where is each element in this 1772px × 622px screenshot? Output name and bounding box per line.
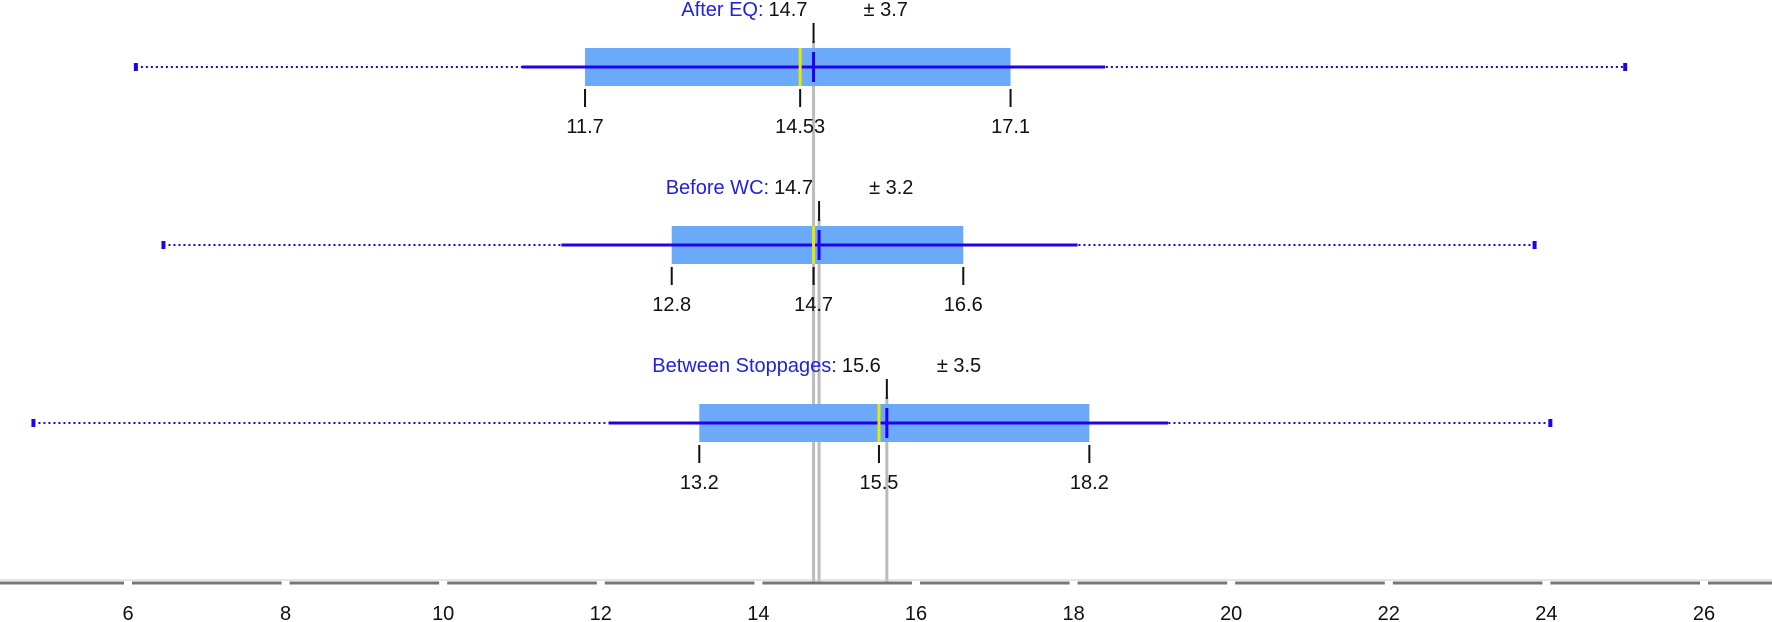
x-tick-mark bbox=[596, 581, 605, 585]
x-tick-mark bbox=[1542, 581, 1551, 585]
x-tick-label: 14 bbox=[747, 603, 769, 622]
min-marker bbox=[161, 241, 166, 249]
q1-label: 11.7 bbox=[566, 116, 603, 138]
q3-label: 16.6 bbox=[944, 294, 983, 316]
q3-label: 17.1 bbox=[991, 116, 1030, 138]
max-marker bbox=[1623, 63, 1628, 71]
mean-value-label: 14.7 bbox=[769, 0, 808, 21]
max-marker bbox=[1532, 241, 1537, 249]
mean-value-label: 14.7 bbox=[774, 177, 813, 199]
x-tick-mark bbox=[281, 581, 290, 585]
x-tick-label: 10 bbox=[432, 603, 454, 622]
x-tick-mark bbox=[1384, 581, 1393, 585]
mean-value-label: 15.6 bbox=[842, 355, 881, 377]
x-tick-label: 22 bbox=[1378, 603, 1400, 622]
median-label: 15.5 bbox=[859, 472, 898, 494]
q3-label: 18.2 bbox=[1070, 472, 1109, 494]
sd-label: ± 3.7 bbox=[864, 0, 908, 21]
box-row-0: 11.7 14.53 17.1 After EQ: 14.7 ± 3.7 bbox=[133, 0, 1628, 138]
series-name-label: Between Stoppages: bbox=[652, 355, 837, 377]
x-tick-label: 6 bbox=[122, 603, 133, 622]
x-tick-label: 24 bbox=[1535, 603, 1557, 622]
max-marker bbox=[1548, 419, 1553, 427]
x-tick-mark bbox=[439, 581, 448, 585]
median-label: 14.7 bbox=[794, 294, 833, 316]
x-tick-label: 18 bbox=[1062, 603, 1084, 622]
x-tick-label: 20 bbox=[1220, 603, 1242, 622]
median-label: 14.53 bbox=[775, 116, 825, 138]
sd-label: ± 3.5 bbox=[937, 355, 981, 377]
min-marker bbox=[133, 63, 138, 71]
x-tick-label: 12 bbox=[590, 603, 612, 622]
min-marker bbox=[31, 419, 36, 427]
q1-label: 13.2 bbox=[680, 472, 719, 494]
box-row-2: 13.2 15.5 18.2 Between Stoppages: 15.6 ± 3.5 bbox=[31, 355, 1553, 494]
x-tick-label: 16 bbox=[905, 603, 927, 622]
x-tick-mark bbox=[1700, 581, 1708, 585]
x-tick-mark bbox=[1069, 581, 1078, 585]
x-tick-mark bbox=[1227, 581, 1236, 585]
q1-label: 12.8 bbox=[652, 294, 691, 316]
x-tick-mark bbox=[754, 581, 763, 585]
sd-label: ± 3.2 bbox=[869, 177, 913, 199]
series-name-label: After EQ: bbox=[681, 0, 763, 21]
x-tick-mark bbox=[912, 581, 920, 585]
x-tick-label: 8 bbox=[280, 603, 291, 622]
series-name-label: Before WC: bbox=[666, 177, 769, 199]
x-tick-label: 26 bbox=[1693, 603, 1715, 622]
x-axis: 6 8 10 12 14 16 18 20 22 24 26 bbox=[0, 579, 1772, 622]
x-tick-mark bbox=[124, 581, 132, 585]
